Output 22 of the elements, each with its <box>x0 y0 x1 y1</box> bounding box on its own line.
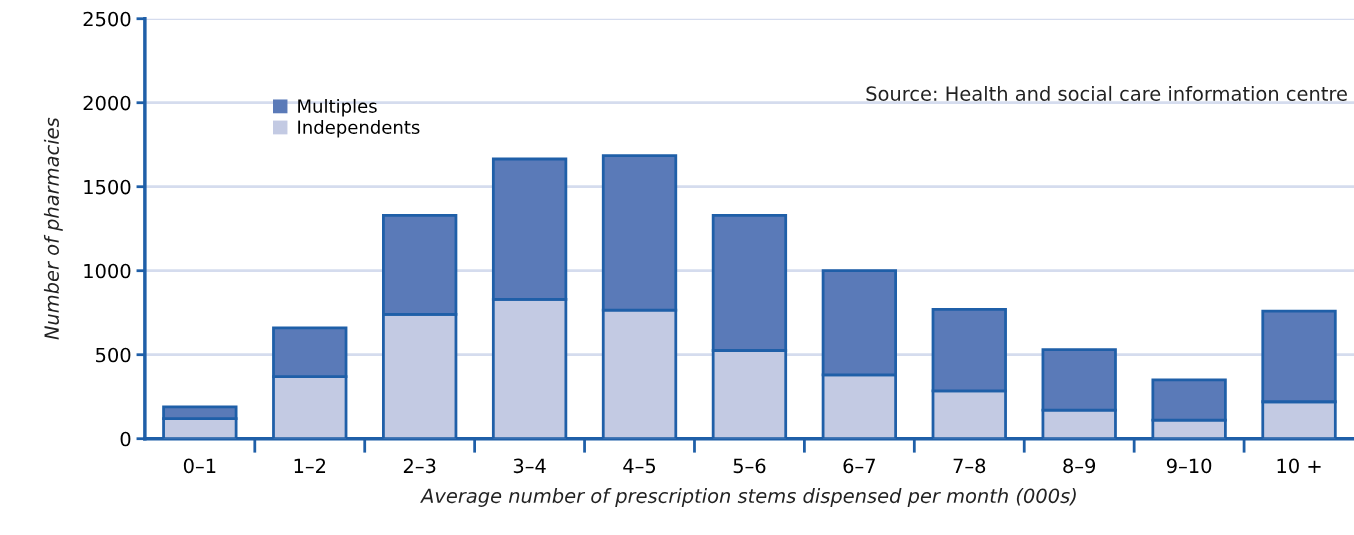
y-tick-label: 500 <box>96 347 131 363</box>
x-tick-label: 9–10 <box>1166 458 1212 474</box>
x-tick-label: 3–4 <box>513 458 546 474</box>
y-tick-label: 2500 <box>83 11 131 27</box>
y-axis-title: Number of pharmacies <box>43 117 63 340</box>
x-tick-label: 4–5 <box>623 458 656 474</box>
x-tick-label: 5–6 <box>733 458 766 474</box>
x-tick-label: 10 + <box>1277 458 1321 474</box>
x-tick-label: 0–1 <box>183 458 216 474</box>
x-tick-label: 6–7 <box>843 458 875 474</box>
x-tick-label: 7–8 <box>953 458 986 474</box>
x-tick-label: 1–2 <box>294 458 326 473</box>
legend-label: Multiples <box>298 98 377 117</box>
y-tick-label: 1500 <box>84 179 131 195</box>
y-tick-label: 0 <box>120 431 131 447</box>
y-tick-label: 2000 <box>83 95 131 111</box>
x-axis-title: Average number of prescription stems dispensed per month (000s) <box>420 488 1076 507</box>
legend-label: Independents <box>298 120 420 138</box>
annotation: Source: Health and social care information centre <box>866 85 1347 101</box>
x-tick-label: 2–3 <box>403 458 436 474</box>
y-tick-label: 1000 <box>84 263 131 279</box>
x-tick-label: 8–9 <box>1063 458 1096 474</box>
